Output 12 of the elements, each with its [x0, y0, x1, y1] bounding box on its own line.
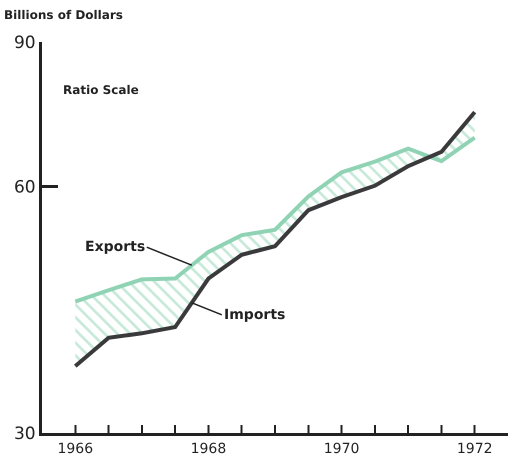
text: Imports [224, 307, 286, 323]
x-tick-label: 1970 [324, 440, 360, 457]
x-tick-label: 1968 [190, 440, 226, 457]
line-series [73, 136, 477, 304]
annotation: Ratio Scale [63, 83, 139, 97]
y-tick-label: 60 [14, 177, 36, 198]
x-tick-label: 1972 [456, 440, 493, 457]
y-tick-label: 90 [14, 32, 36, 53]
series-label: Exports [85, 239, 146, 255]
y-tick-label: 30 [14, 424, 36, 444]
y-axis-title: Billions of Dollars [4, 8, 123, 22]
x-tick-label: 1966 [57, 440, 94, 457]
